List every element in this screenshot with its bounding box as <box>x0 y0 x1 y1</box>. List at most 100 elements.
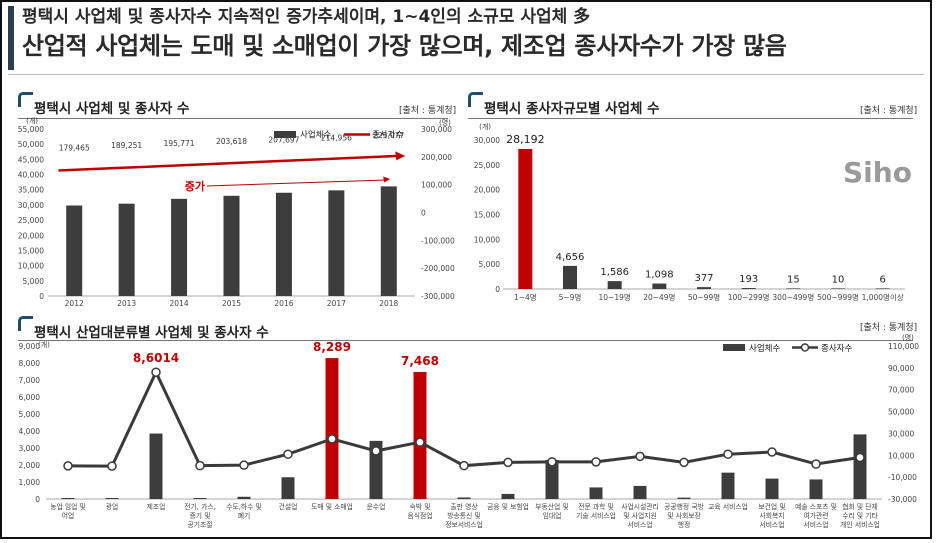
chart3-x-tick: 공기조절 <box>187 520 212 529</box>
chart3-x-tick: 건설업 <box>279 502 298 511</box>
chart3-line-point <box>855 452 865 463</box>
chart3-x-tick: 제조업 <box>147 503 166 511</box>
chart2-value-label: 193 <box>739 274 758 285</box>
chart3-line-point <box>283 449 293 459</box>
chart2-bar <box>563 265 577 289</box>
chart3-line-point <box>415 437 425 447</box>
chart3-x-tick: 금융 및 보험업 <box>487 503 529 511</box>
chart1-bar <box>171 198 188 296</box>
chart1-x-tick: 2016 <box>274 299 293 308</box>
chart3-x-tick: 농업 임업 및 <box>50 503 86 511</box>
chart2-bar <box>518 148 533 289</box>
chart1-bar <box>66 205 83 296</box>
header-divider <box>8 74 924 75</box>
chart1-y-tick: 5,000 <box>23 277 45 286</box>
chart1-y-tick: 25,000 <box>18 216 44 225</box>
chart3-bar <box>193 498 207 499</box>
chart3-x-tick: 보건업 및 <box>758 502 785 511</box>
chart2-value-label: 1,098 <box>645 270 674 281</box>
chart3-employee-line <box>67 368 861 468</box>
chart3-legend-swatch-bar <box>723 344 745 351</box>
chart1-value-label: 225,077 <box>373 131 404 140</box>
chart2-value-label: 1,586 <box>600 267 629 278</box>
header-accent-bar <box>8 6 14 70</box>
panel-bracket-icon <box>18 316 33 331</box>
chart1-annotation-arrow <box>206 179 387 187</box>
chart3-bar <box>105 498 119 499</box>
chart2-x-tick: 100~299명 <box>728 292 770 302</box>
chart3-x-tick: 여가관련 <box>803 511 828 520</box>
siho-watermark: Siho <box>843 156 912 189</box>
chart1-x-tick: 2015 <box>222 299 241 308</box>
chart3-y2-tick: -30,000 <box>888 495 917 504</box>
chart3-left-unit: (개) <box>38 340 50 349</box>
chart1-y-tick: 0 <box>39 292 44 301</box>
chart3-annotation: 7,468 <box>401 354 439 368</box>
chart3-x-tick: 공공행정 국방 <box>664 502 704 511</box>
chart1-value-label: 189,251 <box>111 141 142 150</box>
chart1-bar <box>118 203 135 296</box>
chart3-x-tick: 예술 스포츠 및 <box>795 502 837 511</box>
chart2-value-label: 15 <box>787 274 800 285</box>
chart1-y-tick: 20,000 <box>18 231 44 240</box>
chart3-y2-tick: 10,000 <box>888 451 914 460</box>
chart3-x-tick: 어업 <box>62 511 75 520</box>
header-line-1: 평택시 사업체 및 종사자수 지속적인 증가추세이며, 1~4인의 소규모 사업… <box>22 7 591 27</box>
chart3-line-point <box>723 449 733 459</box>
chart3-line-point <box>591 457 601 467</box>
chart3-y2-tick: -10,000 <box>888 473 917 482</box>
chart3-x-tick: 전기, 가스, <box>184 502 216 511</box>
chart3-x-tick: 부동산업 및 <box>535 502 568 511</box>
chart3-line-point <box>547 457 557 467</box>
chart3-x-tick: 전문 과학 및 <box>578 502 614 511</box>
chart3-bar <box>545 459 559 499</box>
chart1-y2-tick: 300,000 <box>421 125 452 134</box>
chart2-title-rule <box>468 118 913 119</box>
chart1-title-rule <box>18 118 448 119</box>
chart3-bar <box>61 498 75 499</box>
chart1-y-tick: 55,000 <box>18 125 44 134</box>
chart3-y2-tick: 50,000 <box>888 408 914 417</box>
panel-bracket-icon <box>468 92 483 107</box>
chart2-y-tick: 30,000 <box>474 136 500 145</box>
chart3-line-point <box>151 367 161 377</box>
chart3-x-tick: 서비스업 <box>627 520 652 529</box>
chart1-x-tick: 2018 <box>379 299 398 308</box>
chart3-bar <box>457 497 471 499</box>
chart1-value-label: 207,697 <box>268 136 299 145</box>
chart3-x-tick: 숙박 및 <box>410 502 431 511</box>
chart3-line-point <box>327 434 337 444</box>
chart3-x-tick: 및 사업지원 <box>623 511 656 520</box>
chart3-y-tick: 3,000 <box>19 444 41 453</box>
chart3-y-tick: 5,000 <box>19 410 41 419</box>
chart2-y-tick: 20,000 <box>474 186 500 195</box>
chart3-legend-marker <box>800 343 810 352</box>
chart1-y-tick: 50,000 <box>18 140 44 149</box>
chart1-y2-tick: 100,000 <box>421 181 452 190</box>
chart1-legend-label: 사업체수 <box>300 130 331 141</box>
chart1-bar <box>275 192 292 296</box>
chart3-x-tick: 폐기 <box>238 511 251 520</box>
chart1-value-label: 195,771 <box>164 139 195 148</box>
chart3-x-tick: 음식점업 <box>407 511 432 520</box>
chart3-y-tick: 7,000 <box>19 376 41 385</box>
chart3-line-point <box>371 446 381 456</box>
chart3-y2-tick: 30,000 <box>888 429 914 438</box>
chart3-line-point <box>107 461 117 471</box>
chart2-x-tick: 10~19명 <box>599 292 631 302</box>
chart1-x-tick: 2014 <box>170 299 189 308</box>
chart1-y-tick: 10,000 <box>18 262 44 271</box>
chart1-left-unit: (개) <box>26 116 38 125</box>
chart2-value-label: 28,192 <box>506 133 545 146</box>
chart3-bar <box>237 496 251 499</box>
chart1-y2-tick: 200,000 <box>421 153 452 162</box>
chart3-title: 평택시 산업대분류별 사업체 및 종사자 수 <box>34 325 269 341</box>
chart3-line-point <box>239 460 249 470</box>
chart2-x-tick: 300~499명 <box>772 292 814 302</box>
chart3-bar <box>281 477 295 499</box>
chart2-y-tick: 10,000 <box>474 235 500 244</box>
chart3-x-tick: 사업시설관리 <box>621 502 659 511</box>
chart3-x-tick: 수도,하수 및 <box>226 502 262 511</box>
chart3-y-tick: 1,000 <box>19 478 41 487</box>
